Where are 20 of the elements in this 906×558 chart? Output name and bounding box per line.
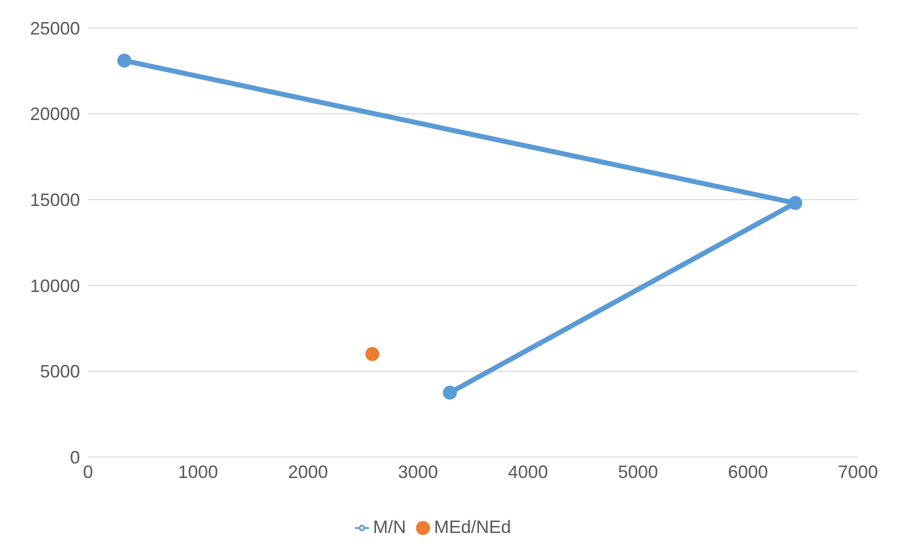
legend-label: M/N [372, 517, 406, 537]
x-tick-label: 2000 [288, 462, 328, 482]
x-tick-label: 1000 [178, 462, 218, 482]
x-tick-label: 7000 [838, 462, 878, 482]
y-tick-label: 25000 [30, 18, 80, 38]
y-tick-label: 15000 [30, 190, 80, 210]
y-tick-label: 20000 [30, 104, 80, 124]
x-tick-label: 3000 [398, 462, 438, 482]
point [365, 347, 380, 362]
x-tick-label: 5000 [618, 462, 658, 482]
x-tick-label: 4000 [508, 462, 548, 482]
point [788, 196, 802, 210]
y-tick-label: 0 [70, 447, 80, 468]
y-tick-label: 10000 [30, 276, 80, 296]
point [117, 54, 132, 68]
point [442, 386, 457, 400]
x-tick-label: 0 [82, 462, 94, 482]
x-tick-label: 6000 [728, 462, 768, 482]
legend-label: MEd/NEd [434, 517, 512, 537]
y-tick-label: 5000 [40, 362, 80, 382]
